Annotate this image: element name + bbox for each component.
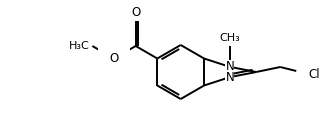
Text: H₃C: H₃C (68, 41, 90, 51)
Text: N: N (225, 60, 234, 73)
Text: O: O (110, 52, 119, 65)
Text: N: N (225, 71, 234, 84)
Text: O: O (131, 6, 140, 19)
Text: Cl: Cl (308, 68, 320, 82)
Text: CH₃: CH₃ (219, 33, 240, 43)
